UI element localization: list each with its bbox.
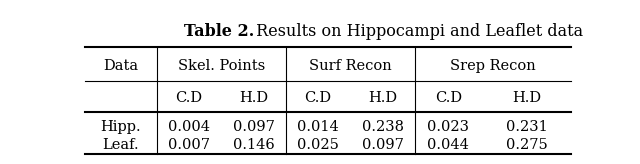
Text: 0.231: 0.231 <box>506 120 547 134</box>
Text: 0.025: 0.025 <box>297 138 339 152</box>
Text: 0.014: 0.014 <box>297 120 339 134</box>
Text: Data: Data <box>103 59 138 73</box>
Text: Table 2.: Table 2. <box>184 22 255 40</box>
Text: H.D: H.D <box>512 91 541 105</box>
Text: 0.275: 0.275 <box>506 138 547 152</box>
Text: H.D: H.D <box>368 91 397 105</box>
Text: 0.146: 0.146 <box>233 138 275 152</box>
Text: 0.023: 0.023 <box>428 120 469 134</box>
Text: 0.044: 0.044 <box>428 138 469 152</box>
Text: 0.097: 0.097 <box>362 138 403 152</box>
Text: C.D: C.D <box>175 91 203 105</box>
Text: Results on Hippocampi and Leaflet data: Results on Hippocampi and Leaflet data <box>251 22 583 40</box>
Text: 0.007: 0.007 <box>168 138 210 152</box>
Text: Srep Recon: Srep Recon <box>450 59 536 73</box>
Text: Leaf.: Leaf. <box>102 138 140 152</box>
Text: C.D: C.D <box>305 91 332 105</box>
Text: 0.238: 0.238 <box>362 120 404 134</box>
Text: C.D: C.D <box>435 91 462 105</box>
Text: 0.097: 0.097 <box>233 120 275 134</box>
Text: Skel. Points: Skel. Points <box>178 59 265 73</box>
Text: H.D: H.D <box>239 91 268 105</box>
Text: Hipp.: Hipp. <box>100 120 141 134</box>
Text: Surf Recon: Surf Recon <box>309 59 392 73</box>
Text: 0.004: 0.004 <box>168 120 210 134</box>
